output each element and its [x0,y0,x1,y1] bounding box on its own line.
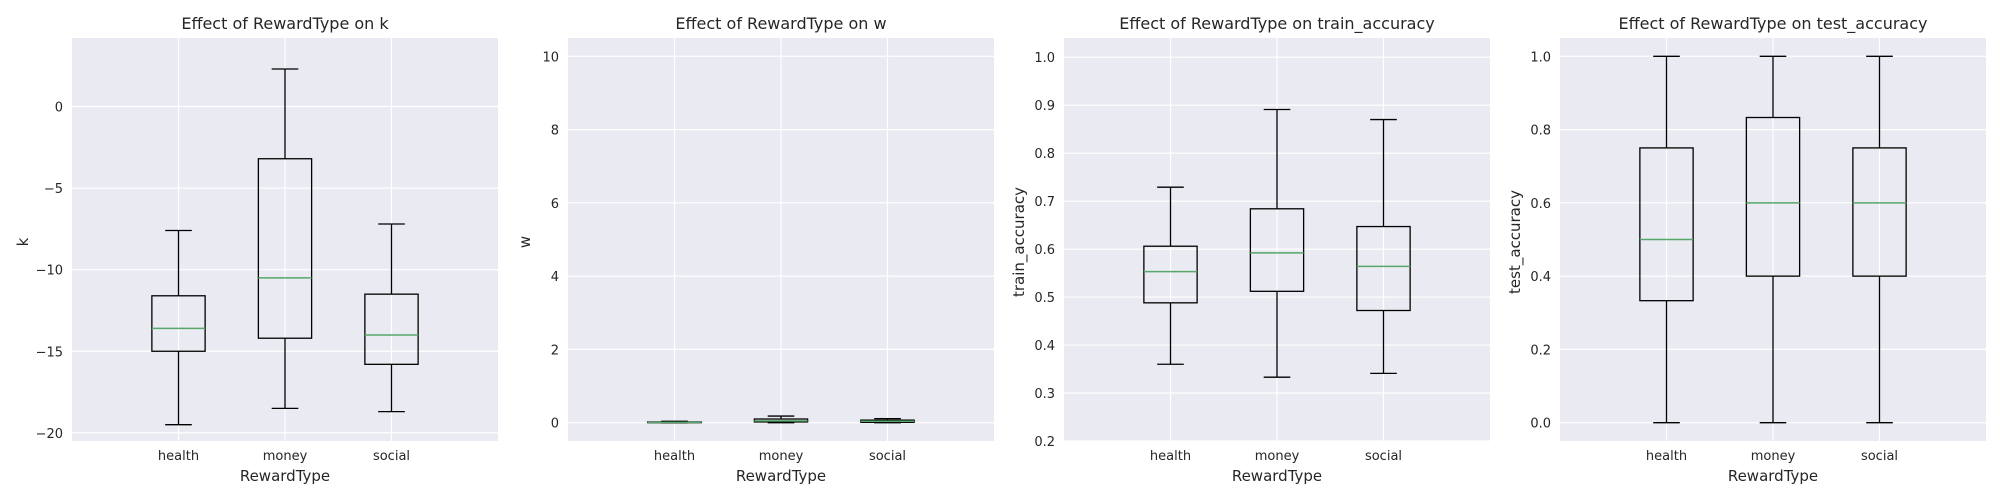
y-tick-label: 0.3 [1034,387,1055,402]
y-tick-label: 0.6 [1034,243,1055,258]
subplot-title: Effect of RewardType on k [181,14,389,33]
y-axis-label: test_accuracy [1506,190,1525,294]
y-axis-label: k [14,237,32,246]
subplot-k: Effect of RewardType on k RewardType k 0… [14,14,498,485]
x-tick-label: health [158,449,199,464]
y-tick-label: 4 [551,270,559,285]
iqr-box [257,158,313,339]
box-health [1639,55,1694,424]
x-axis-label: RewardType [1728,467,1818,485]
iqr-box [1249,208,1305,292]
subplot-title: Effect of RewardType on w [675,14,886,33]
y-tick-label: −20 [36,427,63,442]
box-social [364,223,419,413]
x-tick-label: money [263,449,308,464]
x-tick-label: health [1646,449,1687,464]
box-health [151,229,206,426]
box-health [647,420,702,424]
y-tick-label: 1.0 [1034,51,1055,66]
y-tick-label: −15 [36,345,63,360]
y-tick-label: 0 [551,417,559,432]
y-tick-label: 0.8 [1034,147,1055,162]
box-health [1143,186,1198,365]
x-tick-label: money [1255,449,1300,464]
iqr-box [1356,225,1411,312]
y-tick-label: 8 [551,124,559,139]
y-tick-label: 0.2 [1034,435,1055,450]
y-tick-label: 0.4 [1034,339,1055,354]
x-axis-label: RewardType [736,467,826,485]
plot-area [568,38,994,441]
x-tick-label: social [373,449,410,464]
x-tick-label: health [1150,449,1191,464]
subplot-train-accuracy: Effect of RewardType on train_accuracy R… [1010,14,1490,485]
iqr-box [1745,116,1801,277]
box-social [1852,55,1907,424]
y-tick-label: 0.0 [1530,417,1551,432]
iqr-box [1639,147,1694,302]
y-tick-label: 0.4 [1530,270,1551,285]
y-tick-label: 0.8 [1530,124,1551,139]
iqr-box [1143,245,1198,304]
y-tick-label: 0.6 [1530,197,1551,212]
subplot-w: Effect of RewardType on w RewardType w 0… [516,14,994,485]
iqr-box [1852,147,1907,277]
y-tick-label: 0 [55,101,63,116]
x-tick-label: health [654,449,695,464]
x-tick-label: social [869,449,906,464]
y-tick-label: 10 [542,50,559,65]
subplot-title: Effect of RewardType on test_accuracy [1619,14,1928,34]
y-tick-label: 6 [551,197,559,212]
subplot-test-accuracy: Effect of RewardType on test_accuracy Re… [1506,14,1986,485]
iqr-box [364,293,419,365]
y-tick-label: 0.9 [1034,99,1055,114]
box-money [753,415,809,424]
x-tick-label: social [1365,449,1402,464]
x-tick-label: money [1751,449,1796,464]
box-money [1745,55,1801,424]
y-axis-label: w [516,236,534,248]
y-axis-label: train_accuracy [1010,187,1029,297]
y-tick-label: 1.0 [1530,50,1551,65]
subplot-title: Effect of RewardType on train_accuracy [1119,14,1435,34]
y-tick-label: 0.2 [1530,343,1551,358]
box-social [1356,118,1411,375]
y-tick-label: 0.5 [1034,291,1055,306]
x-tick-label: social [1861,449,1898,464]
y-tick-label: −5 [44,182,63,197]
y-tick-label: 0.7 [1034,195,1055,210]
plot-area [1064,38,1490,442]
x-axis-label: RewardType [240,467,330,485]
y-tick-label: −10 [36,264,63,279]
x-tick-label: money [759,449,804,464]
x-axis-label: RewardType [1232,467,1322,485]
iqr-box [151,295,206,352]
box-social [860,418,915,424]
y-tick-label: 2 [551,343,559,358]
box-money [257,68,313,410]
box-money [1249,108,1305,378]
